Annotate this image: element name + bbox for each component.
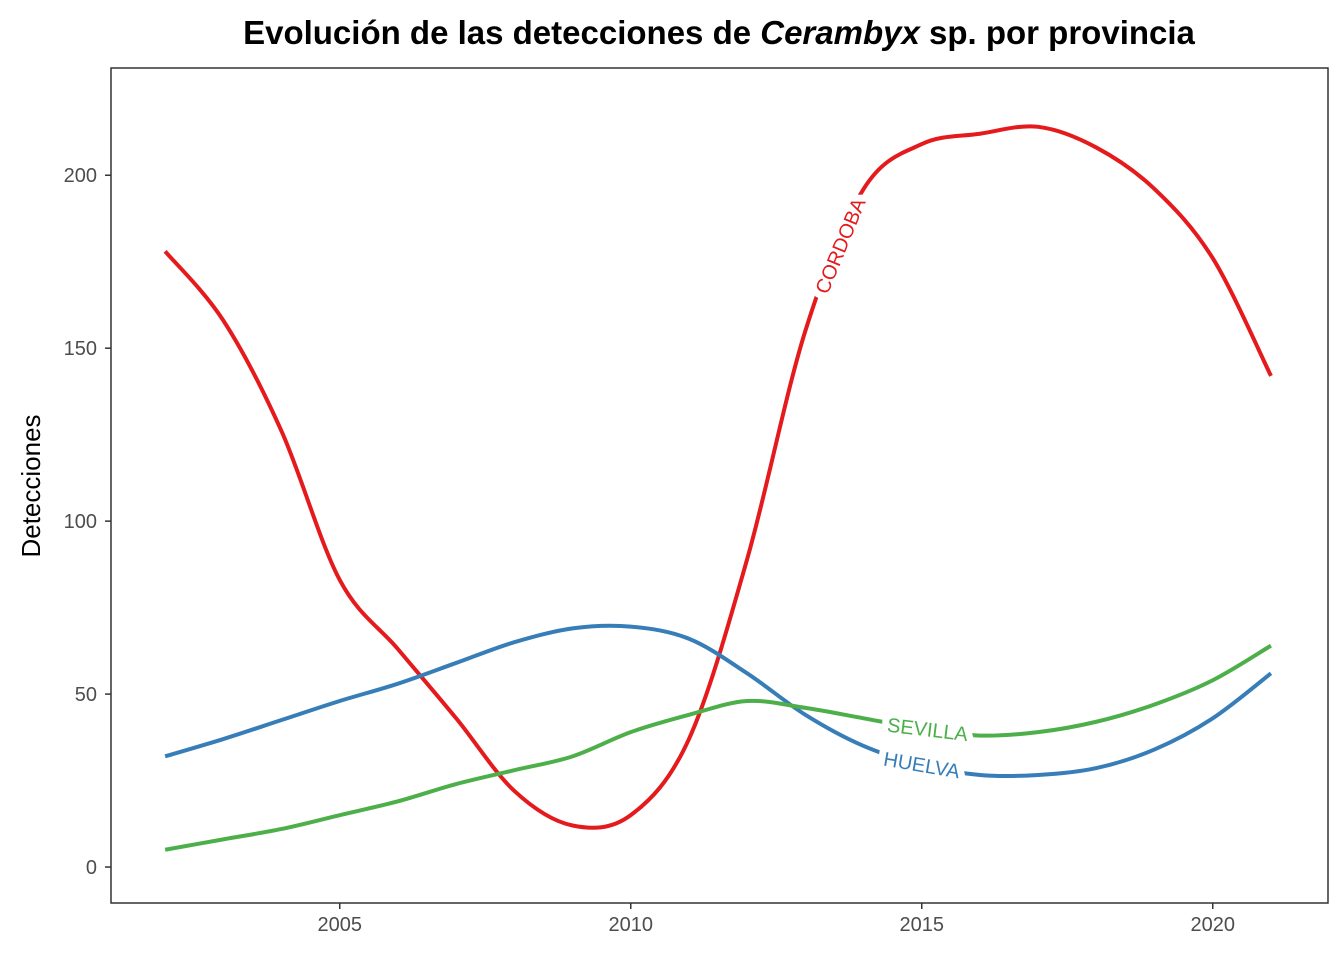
x-tick-label: 2020 [1191, 914, 1236, 936]
series-label-cordoba: CORDOBA [812, 195, 871, 298]
series-label-sevilla: SEVILLA [886, 715, 970, 747]
y-tick-label: 200 [64, 165, 97, 187]
series-line-sevilla [164, 643, 1272, 852]
x-tick-label: 2005 [317, 914, 362, 936]
panel-border [110, 67, 1329, 904]
x-tick-label: 2015 [900, 914, 945, 936]
series-label-huelva: HUELVA [882, 749, 962, 784]
y-axis-label: Detecciones [16, 414, 46, 557]
y-tick-label: 150 [64, 338, 97, 360]
chart-title: Evolución de las detecciones de Cerambyx… [243, 14, 1195, 51]
x-tick-label: 2010 [608, 914, 653, 936]
y-tick-label: 50 [75, 684, 97, 706]
series-line-huelva [164, 623, 1273, 779]
y-tick-label: 0 [86, 857, 97, 879]
series-line-cordoba [163, 124, 1273, 830]
y-tick-label: 100 [64, 511, 97, 533]
